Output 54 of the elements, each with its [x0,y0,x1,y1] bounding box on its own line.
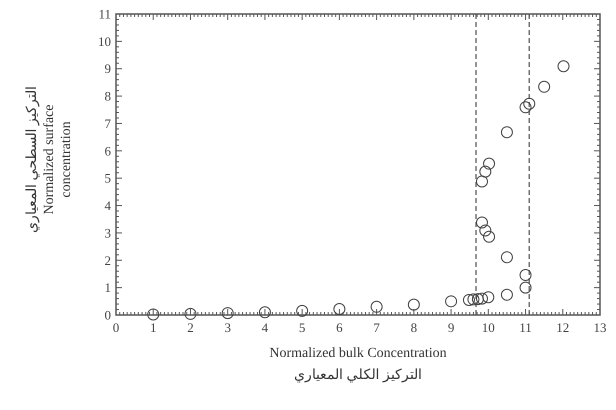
point [520,282,532,294]
point [408,298,420,311]
y-tick-label: 5 [104,170,111,186]
point [184,308,196,320]
point [258,306,271,318]
point [523,98,536,110]
point [520,101,532,114]
point [467,293,480,306]
point [370,300,383,313]
y-tick-label: 7 [104,116,112,131]
x-tick-label: 4 [262,320,269,335]
point [538,80,550,93]
y-tick-label: 10 [98,34,111,49]
x-tick-label: 6 [336,320,344,335]
point [520,269,532,282]
point [476,292,488,305]
x-tick-label: 10 [482,320,495,335]
point [445,295,458,308]
y-tick-label: 4 [104,198,112,214]
y-tick-label: 9 [104,61,111,76]
y-tick-label: 8 [104,88,111,104]
point [222,307,234,320]
point [333,302,346,315]
y-tick-label: 1 [104,280,111,296]
x-tick-label: 2 [187,320,194,335]
point [479,166,492,178]
y-tick-label: 6 [104,143,112,158]
point [483,230,496,243]
point [500,251,513,264]
x-tick-label: 3 [224,320,231,335]
x-tick-label: 9 [448,320,454,335]
x-tick-label: 5 [298,320,306,335]
point [500,126,513,138]
x-tick-label: 1 [150,320,156,335]
point [558,60,570,72]
x-tick-label: 13 [594,320,606,335]
point [476,216,488,229]
point [462,294,475,306]
y-tick-label: 11 [98,6,111,22]
y-tick-label: 3 [104,225,111,240]
point [500,288,513,301]
point [147,308,160,320]
y-tick-label: 2 [104,252,111,268]
point [479,224,492,236]
point [482,291,494,304]
point [483,158,496,170]
point [472,293,484,306]
x-tick-label: 12 [556,320,570,335]
point [296,304,308,317]
x-tick-label: 8 [410,320,418,335]
y-tick-label: 0 [104,308,111,322]
x-tick-label: 11 [519,320,532,335]
x-tick-label: 7 [373,320,380,335]
point [476,175,488,188]
